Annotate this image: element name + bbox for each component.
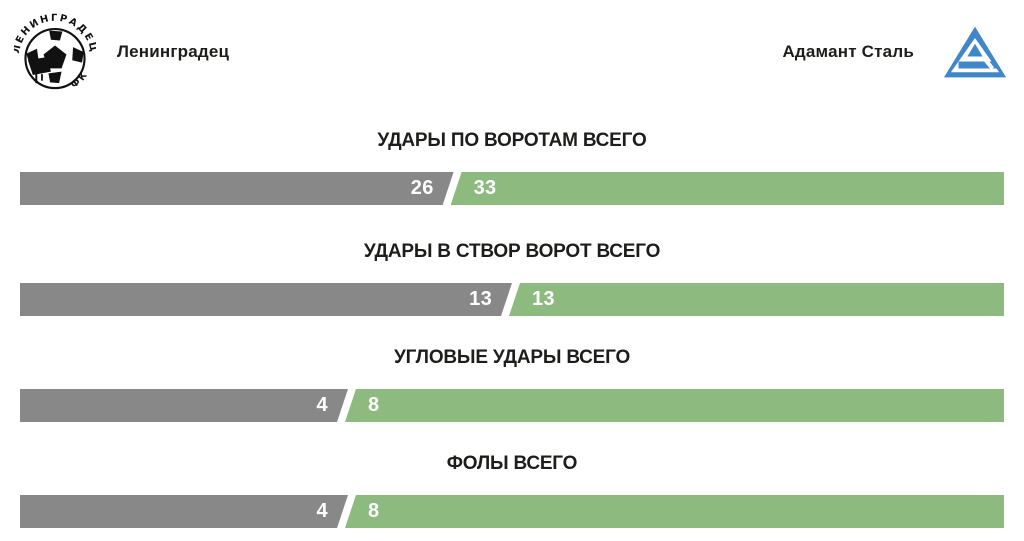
stat-bar: 26 33 (20, 172, 1004, 205)
home-bar-segment: 13 (20, 283, 512, 316)
team-away: Адамант Сталь (782, 26, 1007, 78)
home-value: 4 (316, 394, 328, 416)
stat-row: УДАРЫ ПО ВОРОТАМ ВСЕГО 26 33 (0, 131, 1024, 205)
header: ЛЕНИНГРАДЕЦ ФК Ленинградец Адамант Сталь (0, 0, 1024, 100)
away-value: 33 (473, 177, 497, 199)
away-bar-segment: 8 (344, 389, 1004, 422)
stat-title: УДАРЫ В СТВОР ВОРОТ ВСЕГО (363, 241, 661, 262)
home-value: 26 (410, 177, 434, 199)
away-bar-segment: 33 (450, 172, 1004, 205)
away-value: 8 (367, 500, 380, 522)
stats-list: УДАРЫ ПО ВОРОТАМ ВСЕГО 26 33 УДАРЫ В СТВ… (0, 100, 1024, 528)
stat-row: УДАРЫ В СТВОР ВОРОТ ВСЕГО 13 13 (0, 242, 1024, 316)
stat-bar: 4 8 (20, 495, 1004, 528)
away-bar-segment: 8 (344, 495, 1004, 528)
team-away-name: Адамант Сталь (782, 42, 914, 61)
stat-row: ФОЛЫ ВСЕГО 4 8 (0, 454, 1024, 528)
home-bar-segment: 26 (20, 172, 454, 205)
home-value: 13 (469, 288, 492, 310)
home-value: 4 (316, 500, 328, 522)
stat-title: УДАРЫ ПО ВОРОТАМ ВСЕГО (377, 130, 647, 151)
stat-bar: 4 8 (20, 389, 1004, 422)
stat-bar: 13 13 (20, 283, 1004, 316)
stat-title: УГЛОВЫЕ УДАРЫ ВСЕГО (393, 347, 631, 368)
adamant-steel-crest-icon (943, 26, 1007, 78)
away-bar-segment: 13 (509, 283, 1004, 316)
away-value: 8 (367, 394, 380, 416)
stat-row: УГЛОВЫЕ УДАРЫ ВСЕГО 4 8 (0, 348, 1024, 422)
team-home: ЛЕНИНГРАДЕЦ ФК Ленинградец (14, 9, 229, 95)
stat-title: ФОЛЫ ВСЕГО (446, 453, 578, 474)
leningradets-crest-icon: ЛЕНИНГРАДЕЦ ФК (14, 9, 96, 95)
away-value: 13 (532, 288, 555, 310)
home-bar-segment: 4 (20, 495, 348, 528)
team-home-name: Ленинградец (117, 42, 230, 61)
home-bar-segment: 4 (20, 389, 348, 422)
